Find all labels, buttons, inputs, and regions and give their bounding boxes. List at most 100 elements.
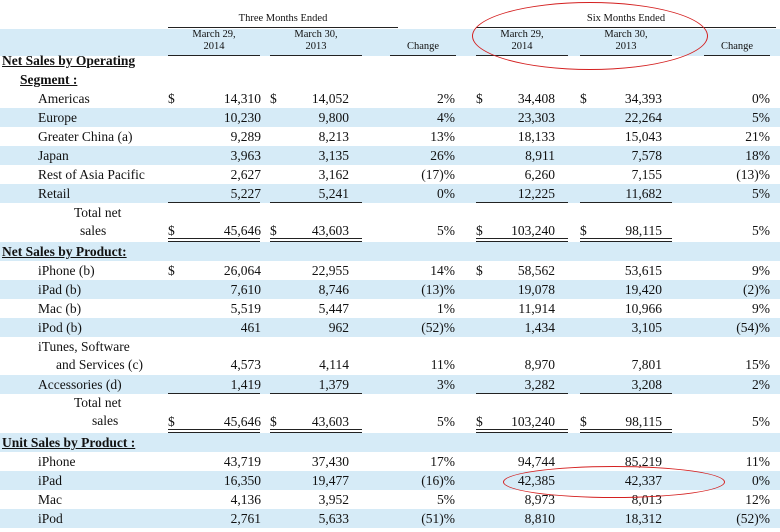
table-row: Europe 10,230 9,800 4% 23,303 22,264 5% (0, 108, 780, 127)
cell-value: 22,264 (624, 110, 662, 125)
cell-value: 43,603 (311, 414, 349, 429)
cell-value: 43,603 (311, 223, 349, 238)
cell-value: 0% (752, 473, 770, 488)
cell-value: 11% (430, 357, 455, 372)
cell-value: 10,230 (223, 110, 261, 125)
row-label: Americas (38, 91, 90, 106)
cell-value: 14% (430, 263, 455, 278)
cell-value: 9,800 (318, 110, 349, 125)
col-rule-3 (390, 55, 456, 56)
dollar-sign: $ (270, 414, 277, 429)
cell-value: 0% (437, 186, 455, 201)
cell-value: 14,310 (223, 91, 261, 106)
cell-value: 3% (437, 377, 455, 392)
cell-value: 4,136 (230, 492, 261, 507)
cell-value: 58,562 (517, 263, 555, 278)
segment-section-title: Net Sales by Operating (2, 53, 136, 68)
cell-value: 19,477 (311, 473, 349, 488)
cell-value: 4,114 (319, 357, 349, 372)
table-row: Greater China (a) 9,289 8,213 13% 18,133… (0, 127, 780, 146)
cell-value: 8,810 (524, 511, 555, 526)
cell-value: 2% (752, 377, 770, 392)
header-highlight-oval (472, 2, 708, 70)
row-label: Rest of Asia Pacific (38, 167, 145, 182)
row-label: iPhone (38, 454, 76, 469)
cell-value: 14,052 (311, 91, 349, 106)
cell-value: 5% (752, 186, 770, 201)
col-rule-2 (270, 55, 362, 56)
units-section-row: Unit Sales by Product : (0, 433, 780, 452)
table-row: Accessories (d) 1,419 1,379 3% 3,282 3,2… (0, 375, 780, 394)
total-double-rule (580, 238, 672, 242)
subtotal-rule (270, 202, 362, 203)
cell-value: 98,115 (625, 414, 662, 429)
cell-value: 98,115 (625, 223, 662, 238)
table-row: Mac (b) 5,519 5,447 1% 11,914 10,966 9% (0, 299, 780, 318)
table-row: iPod 2,761 5,633 (51)% 8,810 18,312 (52)… (0, 509, 780, 528)
cell-value: 45,646 (223, 223, 261, 238)
segment-section-title-2: Segment : (20, 72, 78, 87)
table-row: Americas $ 14,310 $ 14,052 2% $ 34,408 $… (0, 89, 780, 108)
cell-value: 16,350 (223, 473, 261, 488)
dollar-sign: $ (270, 91, 277, 106)
cell-value: 13% (430, 129, 455, 144)
cell-value: 34,393 (624, 91, 662, 106)
cell-value: 94,744 (517, 454, 555, 469)
cell-value: 11,914 (518, 301, 555, 316)
cell-value: 9,289 (230, 129, 261, 144)
total-double-rule (476, 238, 568, 242)
col-header-2: March 30, 2013 (294, 29, 338, 52)
cell-value: 461 (240, 320, 261, 335)
cell-value: 7,155 (631, 167, 662, 182)
subtotal-rule (580, 202, 672, 203)
row-label: iTunes, Software (38, 339, 130, 354)
cell-value: (13)% (736, 167, 770, 182)
cell-value: 3,208 (631, 377, 662, 392)
cell-value: 5% (437, 223, 455, 238)
cell-value: 18,312 (624, 511, 662, 526)
cell-value: 26,064 (223, 263, 261, 278)
product-section-title: Net Sales by Product: (2, 244, 127, 259)
subtotal-rule (476, 393, 568, 394)
cell-value: 18,133 (517, 129, 555, 144)
col-header-change2: Change (720, 41, 754, 52)
subtotal-rule (168, 393, 260, 394)
cell-value: 5,447 (318, 301, 349, 316)
dollar-sign: $ (476, 223, 483, 238)
cell-value: 5% (437, 414, 455, 429)
three-months-rule (168, 27, 398, 28)
row-label: Mac (b) (38, 301, 82, 316)
dollar-sign: $ (580, 223, 587, 238)
cell-value: (16)% (421, 473, 455, 488)
product-total-row: Total net sales $ 45,646 $ 43,603 5% $ 1… (0, 394, 780, 432)
cell-value: 7,578 (631, 148, 662, 163)
cell-value: 22,955 (311, 263, 349, 278)
row-label: sales (80, 223, 107, 238)
cell-value: 19,420 (624, 282, 662, 297)
col-rule-1 (168, 55, 260, 56)
total-double-rule (168, 429, 260, 433)
row-label: sales (92, 413, 119, 428)
cell-value: 1% (437, 301, 455, 316)
cell-value: 962 (328, 320, 349, 335)
cell-value: 103,240 (511, 223, 555, 238)
cell-value: 9% (752, 301, 770, 316)
table-row: Rest of Asia Pacific 2,627 3,162 (17)% 6… (0, 165, 780, 184)
row-label: iPod (38, 511, 63, 526)
cell-value: 3,963 (230, 148, 261, 163)
cell-value: 3,282 (524, 377, 555, 392)
cell-value: 15% (745, 357, 770, 372)
row-label: Europe (38, 110, 77, 125)
cell-value: 45,646 (223, 414, 261, 429)
cell-value: 37,430 (311, 454, 349, 469)
total-double-rule (270, 429, 362, 433)
cell-value: 5,241 (318, 186, 349, 201)
subtotal-rule (270, 393, 362, 394)
cell-value: (13)% (421, 282, 455, 297)
table-row: iPhone 43,719 37,430 17% 94,744 85,219 1… (0, 452, 780, 471)
cell-value: 8,746 (318, 282, 349, 297)
dollar-sign: $ (580, 414, 587, 429)
cell-value: 3,952 (318, 492, 349, 507)
row-label: iPhone (b) (38, 263, 95, 278)
dollar-sign: $ (270, 223, 277, 238)
